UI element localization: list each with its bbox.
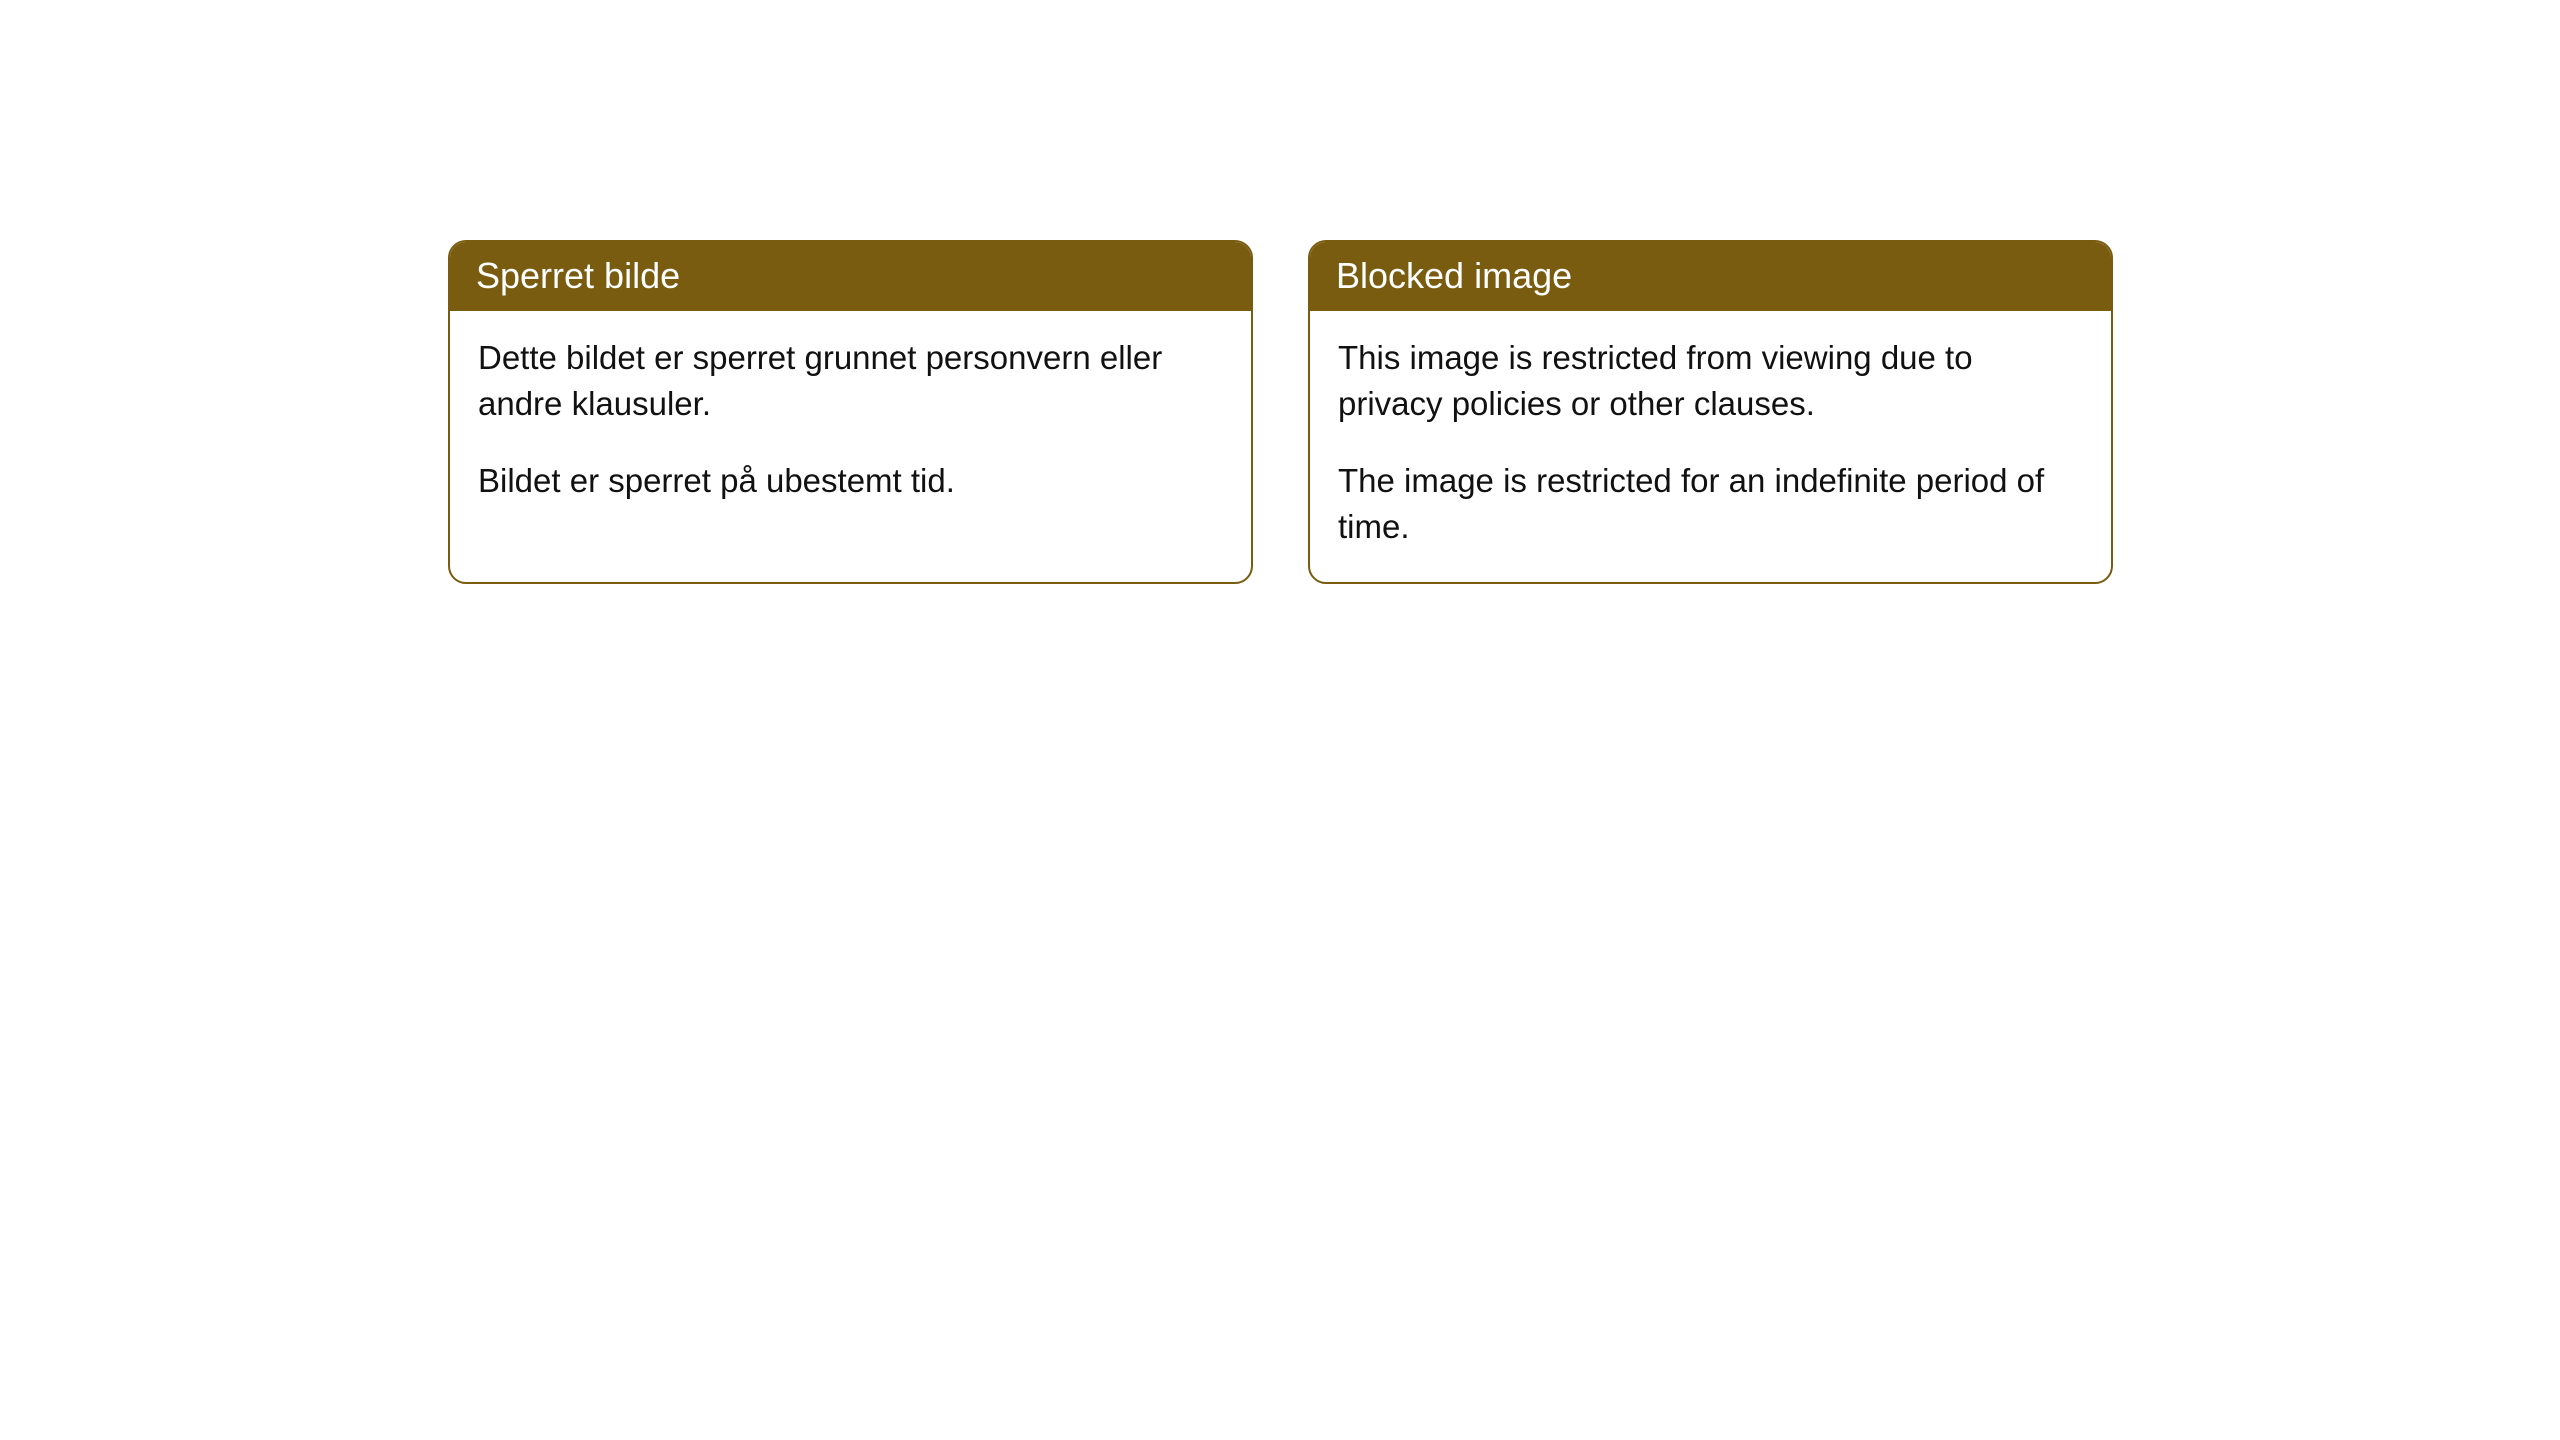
card-paragraph: Dette bildet er sperret grunnet personve… (478, 335, 1223, 427)
card-title: Blocked image (1336, 255, 1572, 296)
card-header: Sperret bilde (450, 242, 1251, 311)
card-paragraph: Bildet er sperret på ubestemt tid. (478, 458, 1223, 504)
card-paragraph: This image is restricted from viewing du… (1338, 335, 2083, 427)
card-body: Dette bildet er sperret grunnet personve… (450, 311, 1251, 536)
notice-cards-container: Sperret bilde Dette bildet er sperret gr… (0, 0, 2560, 584)
card-paragraph: The image is restricted for an indefinit… (1338, 458, 2083, 550)
notice-card-norwegian: Sperret bilde Dette bildet er sperret gr… (448, 240, 1253, 584)
card-body: This image is restricted from viewing du… (1310, 311, 2111, 582)
card-header: Blocked image (1310, 242, 2111, 311)
notice-card-english: Blocked image This image is restricted f… (1308, 240, 2113, 584)
card-title: Sperret bilde (476, 255, 680, 296)
